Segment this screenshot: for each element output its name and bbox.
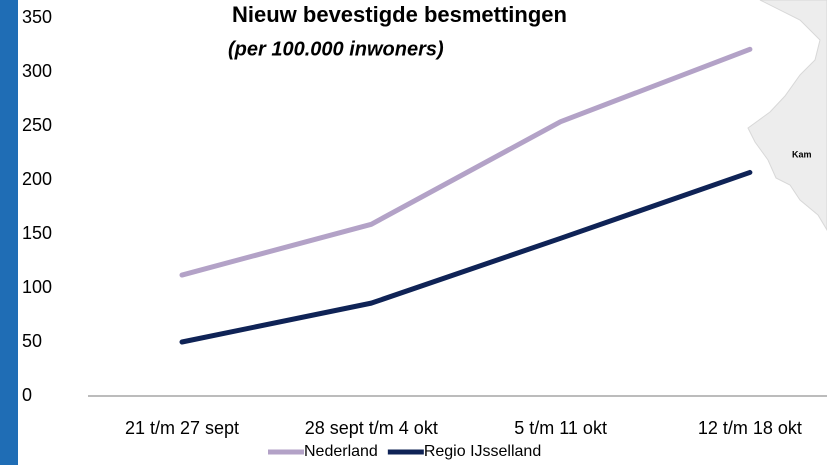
series-line <box>179 169 753 345</box>
map-label: Kam <box>792 149 812 159</box>
y-tick-label: 100 <box>22 277 52 297</box>
y-tick-label: 50 <box>22 331 42 351</box>
side-bar <box>0 0 18 465</box>
series-line <box>179 46 753 278</box>
x-tick-label: 21 t/m 27 sept <box>125 418 239 438</box>
x-tick-label: 5 t/m 11 okt <box>514 418 607 438</box>
y-tick-label: 150 <box>22 223 52 243</box>
legend-label: Regio IJsselland <box>424 443 541 460</box>
y-tick-label: 200 <box>22 169 52 189</box>
y-tick-label: 0 <box>22 385 32 405</box>
y-tick-label: 350 <box>22 7 52 27</box>
y-tick-label: 300 <box>22 61 52 81</box>
x-tick-label: 12 t/m 18 okt <box>698 418 802 438</box>
y-tick-label: 250 <box>22 115 52 135</box>
legend-label: Nederland <box>304 443 378 460</box>
chart-title: Nieuw bevestigde besmettingen <box>232 2 567 27</box>
map-fragment <box>747 0 827 231</box>
chart-subtitle: (per 100.000 inwoners) <box>228 38 444 60</box>
x-tick-label: 28 sept t/m 4 okt <box>305 418 438 438</box>
